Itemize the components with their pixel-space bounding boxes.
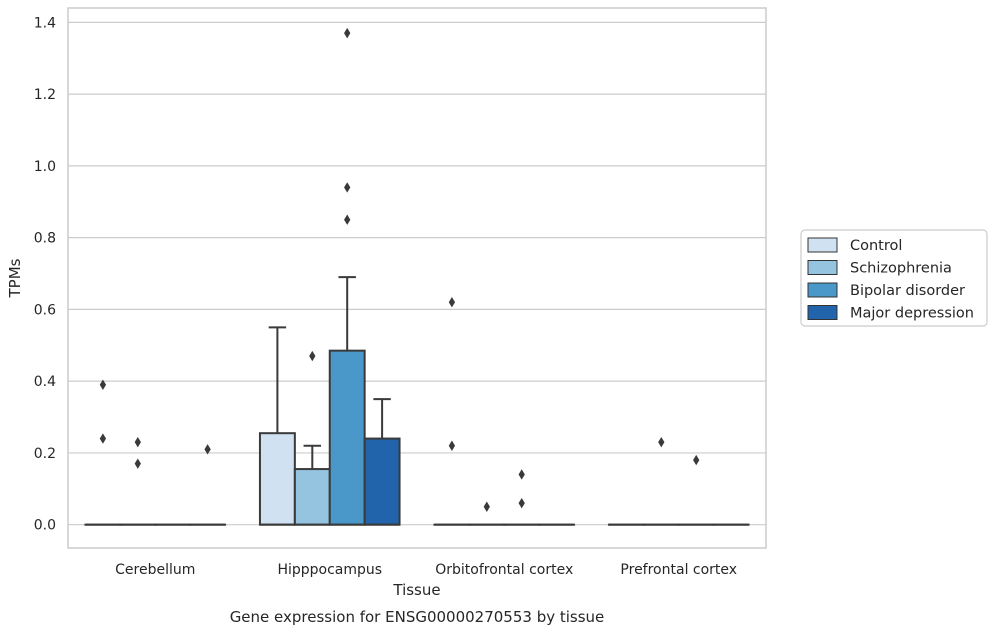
y-tick-label: 1.2 (34, 87, 56, 103)
outlier-point (483, 501, 490, 512)
x-tick-label: Prefrontal cortex (620, 562, 737, 578)
x-tick-labels: Cerebellum Hipppocampus Orbitofrontal cort… (115, 562, 737, 578)
x-tick-label: Hipppocampus (277, 562, 382, 578)
outlier-point (658, 436, 665, 448)
y-tick-label: 0.4 (34, 374, 56, 390)
outlier-point (518, 469, 525, 480)
box-schizophrenia (293, 350, 331, 526)
box (328, 349, 366, 526)
box-bipolar-disorder (503, 469, 541, 526)
outlier-point (309, 350, 316, 362)
box-major-depression (363, 398, 401, 526)
box (363, 437, 401, 526)
outlier-point (344, 27, 351, 39)
y-tick-labels: 0.0 0.2 0.4 0.6 0.8 1.0 1.2 1.4 (34, 15, 56, 533)
plot-frame (67, 7, 767, 549)
y-tick-label: 1.0 (34, 159, 56, 175)
x-tick-label: Cerebellum (115, 562, 195, 578)
legend-label: Schizophrenia (850, 261, 952, 277)
legend-swatch (807, 282, 838, 298)
y-tick-label: 0.8 (34, 231, 56, 247)
y-tick-label: 0.2 (34, 446, 56, 462)
box-major-depression (189, 444, 227, 526)
box-control (433, 297, 471, 526)
chart-caption: Gene expression for ENSG00000270553 by t… (230, 608, 605, 626)
outlier-point (99, 379, 107, 390)
y-axis-label: TPMs (6, 258, 24, 298)
gridlines (68, 21, 766, 526)
legend-swatch (807, 237, 838, 253)
outlier-point (204, 444, 211, 455)
legend-swatch (807, 260, 838, 275)
box (293, 468, 331, 526)
outlier-point (693, 454, 700, 466)
legend: Control Schizophrenia Bipolar disorder Majo… (800, 229, 988, 327)
outlier-point (448, 297, 456, 308)
legend-swatch (807, 305, 838, 320)
box-plots (84, 27, 750, 526)
outlier-point (99, 433, 107, 444)
y-tick-label: 0.6 (34, 302, 56, 318)
x-tick-label: Orbitofrontal cortex (435, 562, 573, 578)
legend-label: Bipolar disorder (850, 283, 965, 299)
y-tick-label: 0.0 (34, 518, 56, 534)
y-tick-label: 1.4 (34, 15, 56, 31)
box-control (84, 379, 122, 526)
box-control (258, 326, 296, 526)
outlier-point (134, 458, 141, 469)
x-axis-label: Tissue (392, 581, 440, 599)
box-bipolar-disorder (677, 454, 715, 526)
outlier-point (518, 497, 525, 509)
legend-label: Major depression (850, 306, 974, 322)
box-schizophrenia (468, 501, 506, 526)
outlier-point (134, 436, 141, 448)
outlier-point (344, 182, 351, 193)
box-bipolar-disorder (328, 27, 366, 526)
box-schizophrenia (642, 436, 680, 526)
outlier-point (448, 440, 456, 451)
legend-label: Control (850, 238, 902, 254)
outlier-point (344, 214, 351, 225)
box (258, 432, 296, 526)
legend-frame (800, 229, 988, 327)
box-schizophrenia (119, 436, 157, 526)
